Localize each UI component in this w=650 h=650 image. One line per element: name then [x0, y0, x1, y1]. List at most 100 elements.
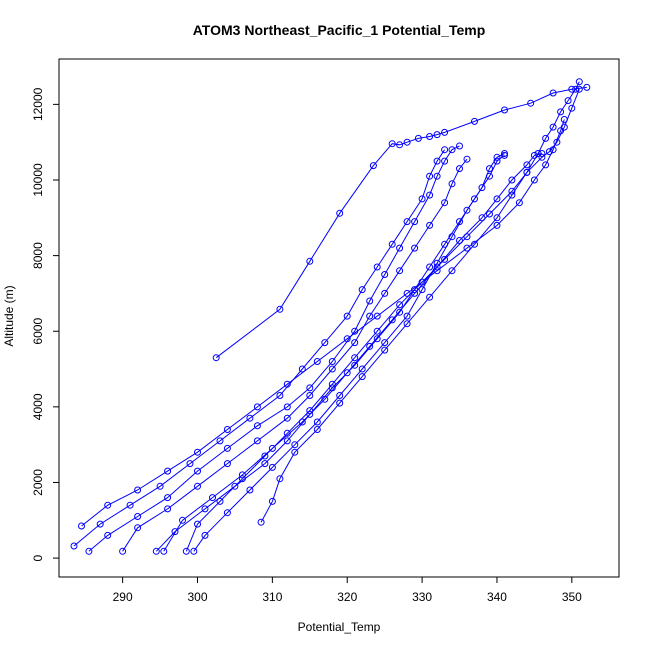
series-8	[257, 78, 583, 526]
data-point	[328, 358, 336, 365]
data-point	[403, 138, 411, 146]
data-point	[448, 146, 456, 154]
series-9	[78, 116, 568, 530]
data-point	[164, 494, 172, 502]
data-point	[134, 524, 142, 532]
data-point	[568, 104, 576, 112]
data-point	[321, 339, 329, 347]
y-tick-label: 10000	[31, 163, 45, 197]
data-point	[306, 384, 314, 392]
data-point	[426, 293, 434, 301]
data-point	[209, 494, 216, 502]
data-point	[471, 117, 478, 125]
data-point	[261, 460, 269, 468]
data-point	[448, 267, 456, 275]
data-point	[463, 206, 471, 214]
data-point	[560, 116, 568, 123]
series-line	[81, 119, 565, 527]
data-point	[381, 339, 389, 347]
series-line	[260, 81, 580, 523]
data-point	[441, 157, 449, 165]
data-point	[534, 150, 542, 157]
data-point	[396, 301, 404, 309]
data-point	[486, 165, 493, 173]
data-point	[78, 522, 85, 530]
x-tick-label: 310	[262, 590, 282, 604]
data-point	[501, 150, 508, 157]
data-point	[493, 153, 501, 161]
data-point	[85, 547, 93, 555]
series-line	[193, 153, 505, 552]
data-point	[298, 418, 306, 426]
data-point	[201, 531, 209, 539]
y-tick-label: 0	[31, 554, 45, 561]
data-point	[238, 475, 246, 483]
data-point	[246, 486, 254, 494]
plot-series-group	[70, 78, 591, 555]
data-point	[351, 354, 359, 362]
data-point	[283, 414, 291, 422]
data-point	[463, 233, 471, 241]
data-point	[216, 437, 224, 445]
data-point	[298, 365, 306, 373]
y-tick-label: 2000	[31, 469, 45, 496]
data-point	[164, 467, 172, 475]
data-point	[441, 146, 449, 154]
data-point	[313, 358, 321, 365]
data-point	[179, 516, 186, 524]
data-point	[542, 134, 550, 142]
data-point	[478, 184, 486, 192]
data-point	[246, 414, 254, 422]
data-point	[463, 244, 471, 252]
data-point	[313, 426, 321, 433]
data-point	[283, 437, 291, 445]
data-point	[433, 267, 441, 275]
data-point	[343, 312, 351, 320]
data-point	[336, 392, 344, 399]
data-point	[223, 509, 231, 517]
data-point	[313, 418, 321, 426]
data-point	[306, 407, 314, 415]
data-point	[549, 146, 557, 154]
data-point	[403, 320, 411, 328]
data-point	[369, 162, 377, 170]
data-point	[261, 452, 269, 460]
y-tick-label: 12000	[31, 87, 45, 121]
data-point	[171, 528, 179, 536]
series-line	[73, 149, 446, 547]
series-line	[163, 153, 543, 552]
data-point	[328, 380, 336, 388]
data-point	[194, 482, 201, 490]
data-point	[238, 471, 246, 479]
data-point	[381, 289, 389, 297]
data-point	[433, 131, 441, 139]
data-point	[366, 342, 374, 350]
data-point	[396, 267, 404, 275]
data-point	[283, 429, 291, 437]
y-axis-label: Altitude (m)	[2, 285, 16, 346]
data-point	[336, 399, 344, 407]
data-point	[508, 191, 516, 199]
data-point	[403, 312, 411, 320]
series-10	[190, 150, 508, 555]
data-point	[418, 286, 426, 294]
data-point	[358, 365, 366, 373]
data-point	[557, 108, 565, 116]
data-point	[96, 520, 104, 528]
data-point	[190, 547, 198, 555]
data-point	[268, 444, 276, 452]
data-point	[456, 142, 463, 150]
data-point	[411, 244, 419, 252]
data-point	[478, 214, 486, 222]
data-point	[433, 172, 441, 180]
data-point	[306, 410, 314, 418]
data-point	[328, 365, 336, 373]
data-point	[501, 106, 508, 114]
data-point	[549, 123, 557, 131]
data-point	[411, 218, 419, 226]
data-point	[182, 547, 190, 555]
data-point	[134, 513, 142, 520]
data-point	[493, 214, 501, 222]
data-point	[426, 263, 434, 271]
data-point	[575, 85, 583, 93]
